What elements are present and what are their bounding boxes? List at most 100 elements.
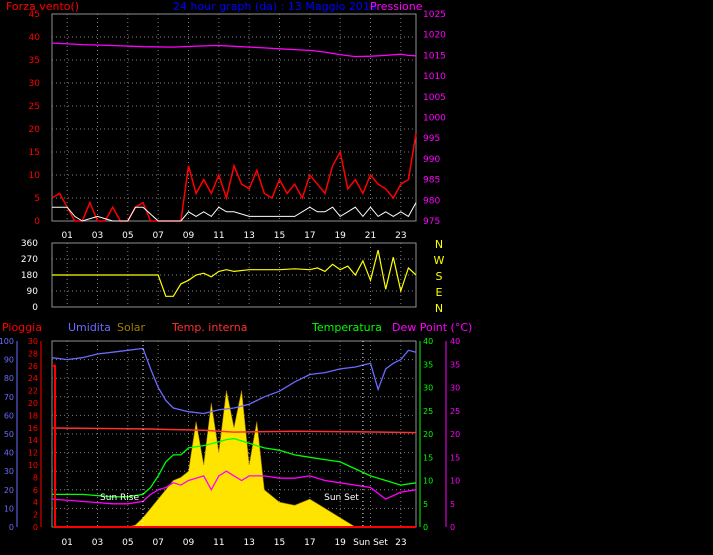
legend-rain: Pioggia	[2, 321, 42, 334]
legend-solar: Solar	[117, 321, 146, 334]
rain-axis-tick: 4	[33, 498, 38, 507]
pressure-line	[51, 42, 417, 58]
temperature-axis-tick: 30	[423, 384, 433, 393]
rain-axis-tick: 0	[33, 523, 38, 532]
humidity-axis-tick: 70	[4, 393, 14, 402]
dewpoint-axis-tick: 30	[450, 384, 460, 393]
rain-axis-tick: 6	[33, 486, 38, 495]
climate-xaxis-tick-1: 03	[92, 538, 103, 548]
climate-xaxis-tick-5: 11	[213, 538, 224, 548]
rain-axis-tick: 16	[28, 424, 38, 433]
internal-temp-line	[51, 427, 417, 434]
rain-axis-tick: 24	[28, 374, 38, 383]
legend-dew-point: Dew Point (°C)	[392, 321, 472, 334]
humidity-axis-tick: 30	[4, 467, 14, 476]
dewpoint-axis-tick: 0	[450, 523, 455, 532]
wind-xaxis-tick-6: 13	[243, 231, 254, 241]
wind-gust-line	[52, 202, 417, 222]
pressure-axis-tick: 995	[423, 134, 440, 144]
temperature-line	[52, 437, 417, 498]
dewpoint-axis-tick: 40	[450, 337, 460, 346]
rain-axis-tick: 10	[28, 461, 38, 470]
humidity-line	[51, 347, 417, 415]
temperature-axis-tick: 40	[423, 337, 433, 346]
wind-axis-title: Forza vento()	[6, 0, 79, 13]
pressure-axis-tick: 1010	[423, 72, 446, 82]
temperature-axis-tick: 10	[423, 477, 433, 486]
rain-axis-tick: 22	[28, 387, 38, 396]
wind-xaxis-tick-5: 11	[213, 231, 224, 241]
direction-label: N	[435, 302, 443, 315]
pressure-axis-tick: 980	[423, 196, 440, 206]
dewpoint-line	[51, 470, 417, 505]
pressure-axis-tick: 1025	[423, 10, 446, 20]
climate-xaxis-tick-3: 07	[152, 538, 163, 548]
climate-xaxis-tick-11: 23	[395, 538, 406, 548]
climate-xaxis-tick-2: 05	[122, 538, 133, 548]
pressure-axis-title: Pressione	[370, 0, 423, 13]
wind-xaxis-tick-2: 05	[122, 231, 133, 241]
climate-xaxis-tick-7: 15	[274, 538, 285, 548]
rain-axis-tick: 30	[28, 337, 38, 346]
humidity-axis-tick: 40	[4, 449, 14, 458]
wind-axis-tick: 20	[29, 125, 41, 135]
climate-xaxis-tick-6: 13	[243, 538, 254, 548]
temperature-axis-tick: 5	[423, 500, 428, 509]
humidity-axis-tick: 0	[9, 523, 14, 532]
direction-axis-tick: 180	[21, 271, 38, 281]
wind-xaxis-tick-3: 07	[152, 231, 163, 241]
rain-axis-tick: 28	[28, 349, 38, 358]
wind-axis-tick: 40	[29, 33, 41, 43]
sunrise-label: Sun Rise	[100, 493, 139, 503]
wind-speed-line	[51, 133, 417, 222]
dewpoint-axis-tick: 35	[450, 360, 460, 369]
wind-xaxis-tick-1: 03	[92, 231, 103, 241]
wind-panel-frame	[51, 13, 417, 222]
temperature-axis-tick: 35	[423, 360, 433, 369]
pressure-axis-tick: 985	[423, 176, 440, 186]
pressure-axis-tick: 990	[423, 155, 440, 165]
humidity-axis-tick: 90	[4, 356, 14, 365]
wind-xaxis-tick-7: 15	[274, 231, 285, 241]
climate-xaxis-tick-8: 17	[304, 538, 315, 548]
direction-axis-tick: 270	[21, 255, 38, 265]
rain-axis-tick: 20	[28, 399, 38, 408]
temperature-axis-tick: 0	[423, 523, 428, 532]
direction-label: E	[436, 286, 443, 299]
rain-axis-tick: 18	[28, 411, 38, 420]
climate-xaxis-tick-10: Sun Set	[353, 538, 388, 548]
graph-title: 24 hour graph (da) : 13 Maggio 2016	[173, 0, 377, 13]
wind-xaxis-tick-4: 09	[183, 231, 195, 241]
rain-axis-tick: 12	[28, 449, 38, 458]
wind-axis-tick: 15	[29, 148, 40, 158]
wind-axis-tick: 35	[29, 56, 40, 66]
humidity-axis-tick: 10	[4, 504, 14, 513]
humidity-axis-tick: 20	[4, 486, 14, 495]
temperature-axis-tick: 20	[423, 430, 433, 439]
dewpoint-axis-tick: 10	[450, 477, 460, 486]
direction-axis-tick: 360	[21, 239, 38, 249]
rain-axis-tick: 2	[33, 511, 38, 520]
direction-label: S	[436, 270, 443, 283]
wind-axis-tick: 0	[34, 217, 40, 227]
direction-label: N	[435, 238, 443, 251]
legend-humidity: Umidita	[68, 321, 111, 334]
wind-axis-tick: 30	[29, 79, 41, 89]
wind-axis-tick: 45	[29, 10, 40, 20]
humidity-axis-tick: 60	[4, 411, 14, 420]
wind-xaxis-tick-8: 17	[304, 231, 315, 241]
direction-axis-tick: 0	[32, 303, 38, 313]
pressure-axis-tick: 1000	[423, 114, 446, 124]
dewpoint-axis-tick: 25	[450, 407, 460, 416]
sunset-label: Sun Set	[324, 493, 359, 503]
wind-axis-tick: 5	[34, 194, 40, 204]
humidity-axis-tick: 80	[4, 374, 14, 383]
rain-axis-tick: 26	[28, 362, 38, 371]
humidity-axis-tick: 100	[0, 337, 14, 346]
dewpoint-axis-tick: 5	[450, 500, 455, 509]
direction-axis-tick: 90	[27, 287, 39, 297]
pressure-axis-tick: 1005	[423, 93, 446, 103]
wind-xaxis-tick-9: 19	[334, 231, 346, 241]
humidity-axis-tick: 50	[4, 430, 14, 439]
